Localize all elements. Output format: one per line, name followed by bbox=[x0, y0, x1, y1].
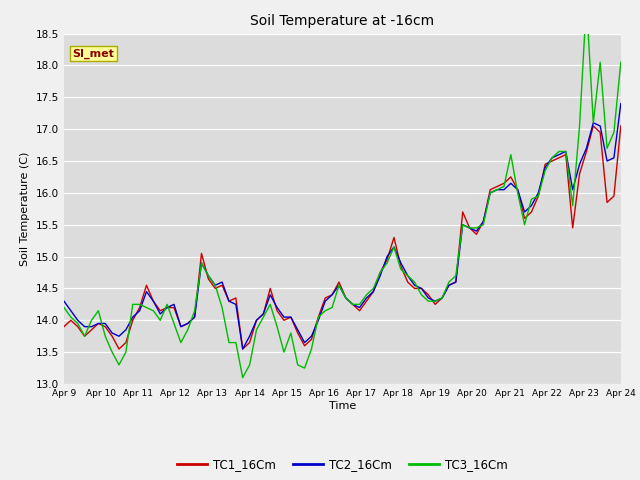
TC3_16Cm bbox=[60, 305, 68, 311]
TC2_16Cm bbox=[218, 279, 226, 285]
TC3_16Cm bbox=[191, 308, 198, 313]
TC1_16Cm bbox=[514, 187, 522, 192]
TC2_16Cm bbox=[328, 292, 336, 298]
Line: TC1_16Cm: TC1_16Cm bbox=[64, 126, 621, 349]
TC1_16Cm bbox=[198, 251, 205, 256]
TC3_16Cm bbox=[500, 184, 508, 190]
Line: TC3_16Cm: TC3_16Cm bbox=[64, 2, 621, 378]
TC1_16Cm bbox=[617, 123, 625, 129]
Y-axis label: Soil Temperature (C): Soil Temperature (C) bbox=[20, 152, 30, 266]
TC1_16Cm bbox=[115, 346, 123, 352]
TC2_16Cm bbox=[500, 187, 508, 192]
TC3_16Cm bbox=[617, 60, 625, 65]
TC2_16Cm bbox=[514, 187, 522, 192]
X-axis label: Time: Time bbox=[329, 401, 356, 410]
TC1_16Cm bbox=[328, 292, 336, 298]
Text: SI_met: SI_met bbox=[72, 48, 114, 59]
TC2_16Cm bbox=[191, 314, 198, 320]
TC3_16Cm bbox=[218, 305, 226, 311]
Title: Soil Temperature at -16cm: Soil Temperature at -16cm bbox=[250, 14, 435, 28]
TC3_16Cm bbox=[328, 305, 336, 311]
Legend: TC1_16Cm, TC2_16Cm, TC3_16Cm: TC1_16Cm, TC2_16Cm, TC3_16Cm bbox=[173, 454, 512, 476]
TC2_16Cm bbox=[211, 282, 219, 288]
TC2_16Cm bbox=[617, 101, 625, 107]
TC2_16Cm bbox=[239, 346, 246, 352]
TC1_16Cm bbox=[589, 123, 597, 129]
Line: TC2_16Cm: TC2_16Cm bbox=[64, 104, 621, 349]
TC3_16Cm bbox=[239, 375, 246, 381]
TC2_16Cm bbox=[60, 298, 68, 304]
TC1_16Cm bbox=[60, 324, 68, 330]
TC3_16Cm bbox=[211, 282, 219, 288]
TC1_16Cm bbox=[500, 180, 508, 186]
TC3_16Cm bbox=[582, 0, 590, 5]
TC1_16Cm bbox=[218, 282, 226, 288]
TC1_16Cm bbox=[225, 298, 233, 304]
TC3_16Cm bbox=[514, 190, 522, 196]
